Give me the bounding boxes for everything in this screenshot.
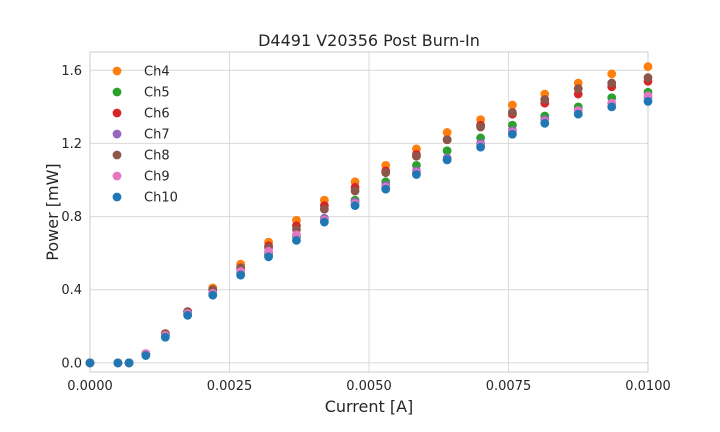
- y-axis-label: Power [mW]: [43, 163, 62, 260]
- data-point: [508, 129, 517, 139]
- data-point: [160, 332, 170, 342]
- data-point: [476, 142, 485, 152]
- x-tick-label: 0.0075: [486, 379, 532, 394]
- chart-title: D4491 V20356 Post Burn-In: [258, 31, 480, 50]
- data-point: [607, 69, 617, 79]
- legend-label: Ch5: [144, 86, 170, 101]
- legend-label: Ch6: [144, 107, 170, 122]
- x-tick-label: 0.0100: [625, 379, 671, 394]
- x-tick-label: 0.0000: [67, 379, 113, 394]
- data-point: [508, 107, 517, 117]
- data-point: [573, 84, 583, 93]
- legend-marker: [112, 192, 122, 202]
- data-point: [607, 78, 617, 88]
- plot-frame: [89, 51, 649, 373]
- data-point: [643, 62, 653, 72]
- data-point: [85, 358, 95, 368]
- data-point: [412, 170, 421, 179]
- legend-label: Ch10: [144, 191, 178, 206]
- data-point: [124, 358, 134, 368]
- x-tick-label: 0.0025: [207, 379, 253, 394]
- data-point: [381, 184, 391, 194]
- data-point: [442, 135, 452, 145]
- legend-label: Ch8: [144, 149, 170, 164]
- data-point: [540, 118, 550, 128]
- x-axis-label: Current [A]: [325, 397, 414, 416]
- data-point: [607, 102, 617, 112]
- legend-marker: [112, 87, 122, 97]
- legend-marker: [112, 108, 122, 118]
- data-point: [442, 155, 452, 165]
- legend-marker: [112, 129, 122, 139]
- data-point: [183, 310, 193, 320]
- data-point: [540, 95, 550, 104]
- data-point: [113, 358, 123, 368]
- data-point: [381, 168, 391, 178]
- legend: Ch4 Ch5 Ch6 Ch7 Ch8 Ch9 Ch10: [112, 65, 178, 206]
- grid: [89, 52, 649, 372]
- y-tick-label: 0.4: [61, 283, 82, 298]
- legend-label: Ch4: [144, 65, 170, 80]
- legend-marker: [112, 66, 122, 76]
- data-point: [442, 146, 452, 156]
- series-ch10: [85, 96, 653, 368]
- legend-marker: [112, 150, 122, 160]
- data-point: [350, 201, 360, 211]
- tick-labels: 0.0000 0.0025 0.0050 0.0075 0.0100 0.0 0.4 0.8 1…: [61, 64, 670, 394]
- data-point: [508, 100, 517, 110]
- y-tick-label: 1.2: [61, 137, 82, 152]
- legend-label: Ch7: [144, 128, 170, 143]
- y-tick-label: 0.8: [61, 210, 82, 225]
- data-point: [643, 96, 653, 106]
- data-point: [319, 217, 329, 227]
- data-point: [412, 151, 421, 161]
- data-point: [264, 252, 273, 262]
- data-point: [236, 270, 246, 280]
- data-point: [350, 186, 360, 196]
- data-point: [208, 290, 218, 300]
- data-point: [573, 109, 583, 119]
- data-point: [292, 235, 301, 245]
- data-point: [141, 351, 151, 360]
- data-points: [85, 62, 653, 368]
- y-tick-label: 0.0: [61, 356, 82, 371]
- y-tick-label: 1.6: [61, 64, 82, 79]
- data-point: [319, 204, 329, 214]
- data-point: [643, 73, 653, 82]
- data-point: [442, 128, 452, 137]
- data-point: [476, 122, 485, 132]
- x-tick-label: 0.0050: [346, 379, 392, 394]
- legend-marker: [112, 171, 122, 181]
- legend-label: Ch9: [144, 170, 170, 185]
